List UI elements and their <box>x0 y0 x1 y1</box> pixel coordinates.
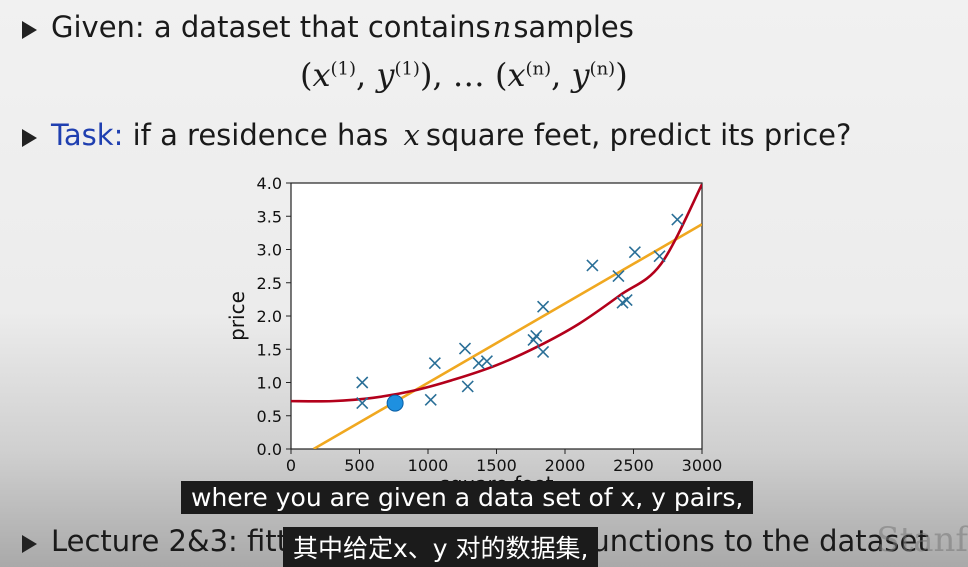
y-tick-label: 4.0 <box>257 174 282 193</box>
formula-y1: y <box>376 56 395 94</box>
chart-plot-area: 0 500 1000 1500 2000 2500 3000 0.0 0.5 1.0 1.5 2.0 2… <box>225 174 722 496</box>
y-tick-label: 0.5 <box>257 407 282 426</box>
task-label: Task: <box>51 118 124 152</box>
given-prefix: Given: a dataset that contains <box>51 10 491 44</box>
formula-sup-x1: (1) <box>330 58 357 80</box>
data-point-marker <box>356 376 369 389</box>
given-bullet: Given: a dataset that contains n samples <box>22 10 634 44</box>
linear-fit-line <box>312 223 702 449</box>
task-bullet: Task: if a residence has x square feet, … <box>22 118 851 152</box>
highlighted-data-point <box>386 394 404 412</box>
data-point-marker <box>424 393 437 406</box>
data-point-marker <box>461 380 474 393</box>
bullet-arrow-icon <box>22 21 37 39</box>
x-tick-label: 3000 <box>682 456 723 475</box>
x-tick-label: 2000 <box>545 456 586 475</box>
data-point-marker <box>671 213 684 226</box>
data-point-marker <box>586 259 599 272</box>
formula-sup-y1: (1) <box>394 58 420 80</box>
formula-paren-open: ( <box>300 56 313 94</box>
formula-paren-close-1: ) <box>419 56 433 94</box>
data-point-marker <box>620 293 633 307</box>
data-point-marker <box>628 246 641 259</box>
formula-comma-1: , <box>356 56 377 94</box>
bullet-arrow-icon <box>22 129 37 147</box>
x-tick-label: 1000 <box>408 456 449 475</box>
y-tick-label: 2.5 <box>257 274 282 293</box>
given-suffix: samples <box>513 10 634 44</box>
data-point-marker <box>537 345 550 358</box>
data-point-marker <box>480 355 493 368</box>
data-point-marker <box>356 397 369 410</box>
data-point-marker <box>537 300 550 313</box>
plot-frame <box>290 182 703 450</box>
y-tick-label: 1.5 <box>257 340 282 359</box>
formula-yn: y <box>571 56 590 94</box>
task-suffix: square feet, predict its price? <box>425 118 852 152</box>
task-prefix: if a residence has <box>123 118 398 152</box>
x-tick-label: 1500 <box>476 456 517 475</box>
data-point-marker <box>653 250 666 263</box>
subtitle-english: where you are given a data set of x, y p… <box>181 481 754 514</box>
formula-sup-xn: (n) <box>525 58 552 80</box>
formula-comma-2: , <box>551 56 572 94</box>
y-tick-label: 3.5 <box>257 207 282 226</box>
quadratic-fit-curve <box>291 183 702 403</box>
data-point-marker <box>458 342 472 355</box>
dataset-formula: (x(1), y(1)), … (x(n), y(n)) <box>300 56 628 94</box>
y-axis-title: price <box>225 291 249 341</box>
x-tick-label: 500 <box>344 456 375 475</box>
formula-x1: x <box>312 56 331 94</box>
formula-paren-close-2: ) <box>615 56 628 94</box>
y-tick-label: 2.0 <box>257 307 282 326</box>
y-tick-label: 1.0 <box>257 374 282 393</box>
x-tick-label: 0 <box>286 456 296 475</box>
data-point-marker <box>428 357 441 370</box>
task-var-x: x <box>403 118 420 152</box>
y-tick-label: 3.0 <box>257 241 282 260</box>
formula-sup-yn: (n) <box>589 58 616 80</box>
formula-xn: x <box>507 56 526 94</box>
bullet-arrow-icon <box>22 535 37 553</box>
subtitle-chinese: 其中给定x、y 对的数据集, <box>283 527 599 567</box>
data-point-marker <box>612 270 625 283</box>
formula-ellipsis: , … ( <box>432 56 508 94</box>
x-tick-label: 2500 <box>613 456 654 475</box>
watermark-logo: Stanf <box>876 520 968 560</box>
y-tick-label: 0.0 <box>257 440 282 459</box>
given-var-n: n <box>492 10 512 44</box>
data-point-marker <box>530 329 543 343</box>
